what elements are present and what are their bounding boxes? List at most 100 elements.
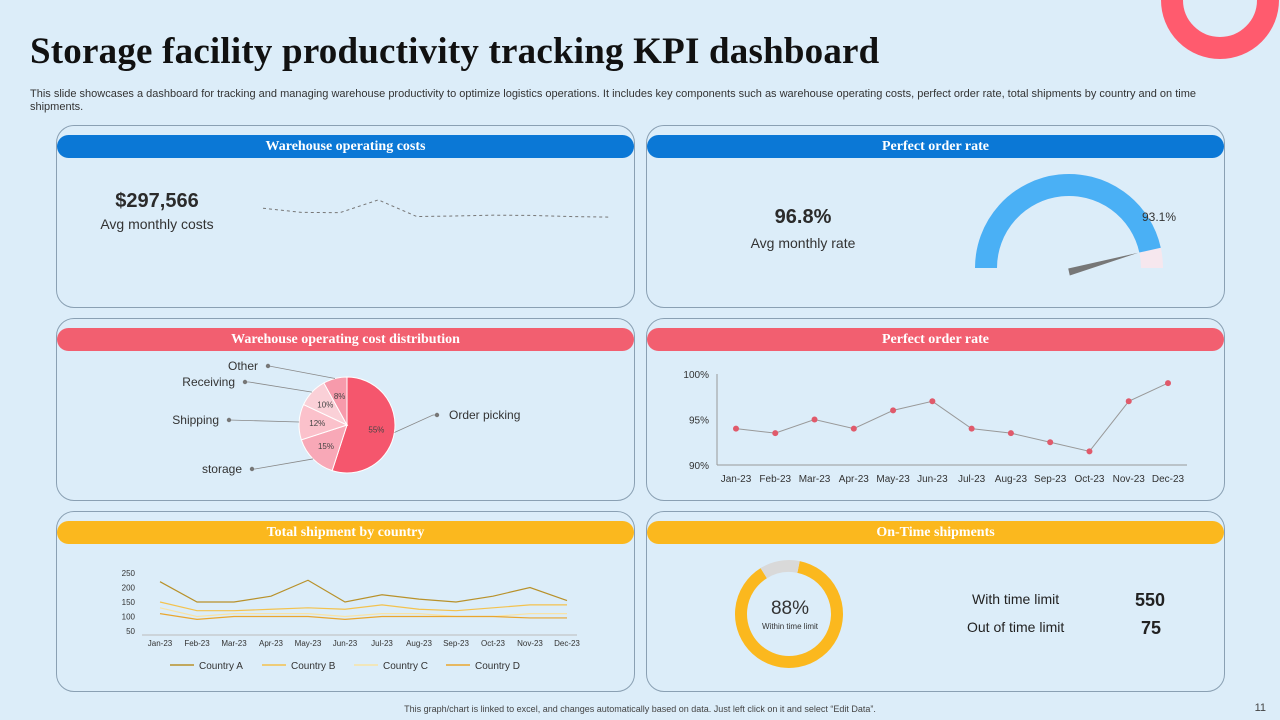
order-rate-point [811, 416, 818, 423]
decorative-ring [1161, 0, 1279, 59]
pie-value-label: 15% [318, 442, 334, 451]
panel-shipment-by-country: Total shipment by country 50 100 150 200 250… [56, 511, 635, 692]
pie-category-label: storage [202, 462, 242, 476]
page-number: 11 [1254, 702, 1266, 714]
x-tick-label: Jan-23 [721, 474, 752, 485]
legend-label: Country D [475, 661, 520, 672]
x-tick-label: Aug-23 [995, 474, 1028, 485]
costs-value: $297,566 [115, 190, 199, 212]
x-tick-label: May-23 [295, 639, 322, 648]
pie-category-label: Order picking [449, 408, 520, 422]
gauge-value-arc [975, 174, 1161, 269]
x-tick-label: Jun-23 [333, 639, 358, 648]
x-tick-label: Sep-23 [443, 639, 469, 648]
order-rate-point [929, 398, 936, 405]
y-tick-label: 95% [689, 416, 709, 427]
page-subtitle: This slide showcases a dashboard for tra… [30, 88, 1197, 113]
pie-category-label: Other [228, 359, 258, 373]
y-tick-label: 90% [689, 461, 709, 472]
pie-leader-dot [265, 363, 271, 369]
out-of-time-limit-label: Out of time limit [967, 619, 1065, 635]
y-tick-label: 100% [683, 370, 709, 381]
order-rate-point [890, 407, 897, 414]
panel-order-rate-trend: Perfect order rate 90% 95% 100% Jan-23 Feb-2… [646, 318, 1225, 501]
series-line-country-a [159, 579, 568, 603]
order-rate-point [1007, 430, 1014, 437]
cost-sparkline [262, 199, 610, 218]
panel-header-order-rate-trend: Perfect order rate [647, 328, 1224, 351]
x-tick-label: Jul-23 [958, 474, 986, 485]
x-tick-label: Jun-23 [917, 474, 948, 485]
panel-cost-distribution: Warehouse operating cost distribution 55… [56, 318, 635, 501]
ontime-sub-label: Within time limit [761, 622, 818, 631]
cost-distribution-pie: 55% Order picking 15% storage 12% Shipping 10%… [172, 359, 520, 476]
x-tick-label: Nov-23 [1113, 474, 1146, 485]
pie-category-label: Shipping [172, 413, 219, 427]
x-tick-label: Sep-23 [1034, 474, 1067, 485]
pie-category-label: Receiving [182, 375, 235, 389]
order-rate-point [1047, 439, 1054, 446]
order-rate-point [850, 425, 857, 432]
order-rate-value: 96.8% [774, 206, 832, 228]
y-tick-label: 250 [122, 569, 136, 578]
pie-value-label: 10% [317, 401, 333, 410]
order-rate-point [968, 425, 975, 432]
x-tick-label: May-23 [876, 474, 910, 485]
pie-slice [331, 376, 396, 474]
x-tick-label: Oct-23 [481, 639, 506, 648]
x-tick-label: Oct-23 [1074, 474, 1104, 485]
order-rate-line-chart: 90% 95% 100% Jan-23 Feb-23 Mar-23 Apr-23 May-23… [683, 370, 1187, 485]
series-line-country-d [159, 613, 567, 621]
x-tick-label: Feb-23 [184, 639, 210, 648]
legend-label: Country A [199, 661, 243, 672]
shipment-by-country-chart: 50 100 150 200 250 Jan-23 Feb-23 Mar-23 Apr-23 Ma… [122, 569, 581, 672]
order-rate-point [733, 425, 739, 432]
x-tick-label: Mar-23 [221, 639, 247, 648]
costs-label: Avg monthly costs [100, 216, 214, 232]
pie-value-label: 12% [309, 419, 325, 428]
x-tick-label: Mar-23 [799, 474, 831, 485]
y-tick-label: 50 [126, 627, 135, 636]
pie-leader-line [394, 414, 437, 433]
order-rate-point [1086, 448, 1093, 455]
order-rate-line [735, 382, 1169, 452]
footer-note: This graph/chart is linked to excel, and… [404, 704, 876, 714]
x-tick-label: Jan-23 [148, 639, 173, 648]
order-rate-point [1165, 380, 1171, 387]
gauge-value-label: 93.1% [1142, 210, 1176, 224]
donut-segment [735, 561, 843, 668]
page-title: Storage facility productivity tracking K… [30, 31, 880, 72]
pie-leader-dot [249, 466, 255, 472]
pie-slice [323, 376, 348, 426]
legend-label: Country B [291, 661, 336, 672]
order-rate-label: Avg monthly rate [750, 235, 856, 251]
out-of-time-limit-value: 75 [1141, 618, 1162, 638]
donut-segment [760, 560, 800, 579]
y-tick-label: 200 [122, 584, 136, 593]
series-line-country-c [159, 607, 567, 618]
order-rate-gauge: 93.1% [975, 174, 1176, 276]
pie-leader-dot [226, 417, 232, 423]
pie-leader-line [245, 381, 313, 393]
y-tick-label: 150 [122, 598, 136, 607]
x-tick-label: Dec-23 [1152, 474, 1185, 485]
x-tick-label: Aug-23 [406, 639, 432, 648]
panel-header-order-rate: Perfect order rate [647, 135, 1224, 158]
panel-ontime-shipments: On-Time shipments 88% Within time limit … [646, 511, 1225, 692]
pie-leader-dot [242, 379, 248, 385]
gauge-needle [1068, 252, 1139, 276]
pie-leader-line [252, 458, 314, 470]
x-tick-label: Apr-23 [839, 474, 869, 485]
panel-header-cost-distribution: Warehouse operating cost distribution [57, 328, 634, 351]
ontime-donut-chart [735, 560, 843, 668]
pie-value-label: 55% [368, 426, 384, 435]
with-time-limit-value: 550 [1135, 590, 1166, 610]
pie-leader-line [268, 365, 336, 379]
pie-leader-dot [434, 412, 440, 418]
pie-value-label: 8% [334, 392, 346, 401]
panel-order-rate-gauge: Perfect order rate 96.8% Avg monthly rat… [646, 125, 1225, 308]
order-rate-point [1125, 398, 1132, 405]
pie-leader-line [228, 419, 300, 423]
with-time-limit-label: With time limit [972, 591, 1060, 607]
ontime-percent: 88% [770, 598, 810, 619]
